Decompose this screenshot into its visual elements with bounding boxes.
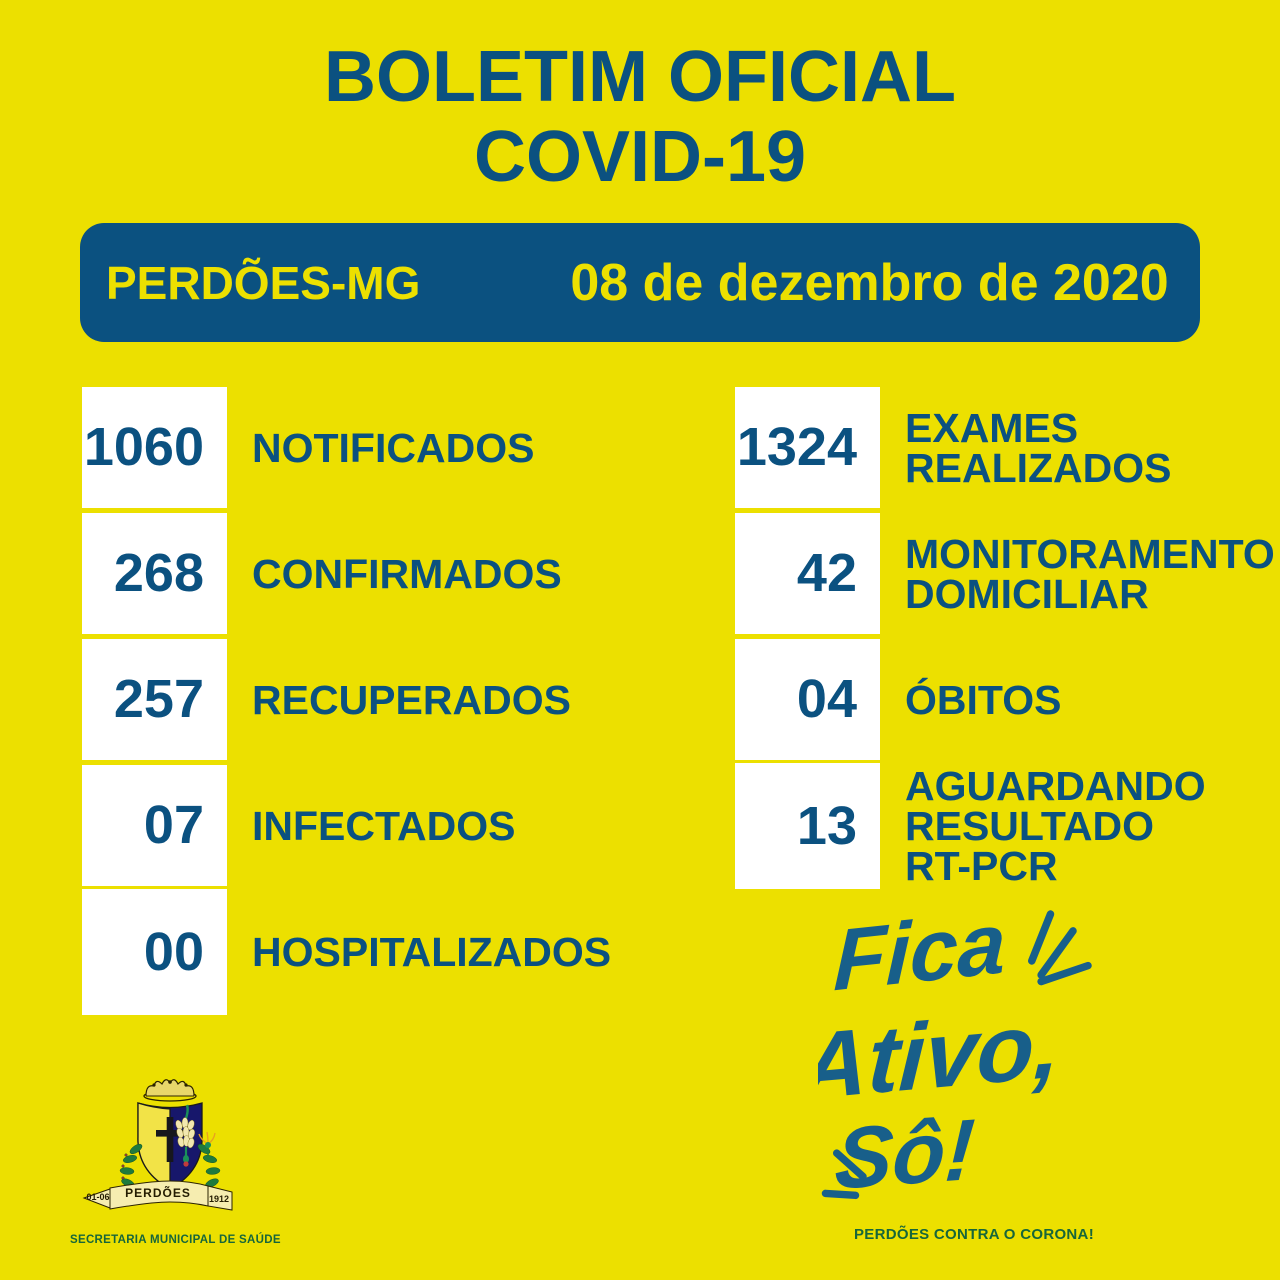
svg-text:01-06: 01-06 [86, 1192, 109, 1202]
svg-text:1912: 1912 [209, 1194, 229, 1204]
svg-text:Ativo,: Ativo, [818, 991, 1063, 1119]
svg-text:PERDÕES: PERDÕES [125, 1185, 191, 1200]
svg-text:Sô!: Sô! [832, 1102, 977, 1205]
svg-text:Fica: Fica [832, 895, 1007, 1009]
